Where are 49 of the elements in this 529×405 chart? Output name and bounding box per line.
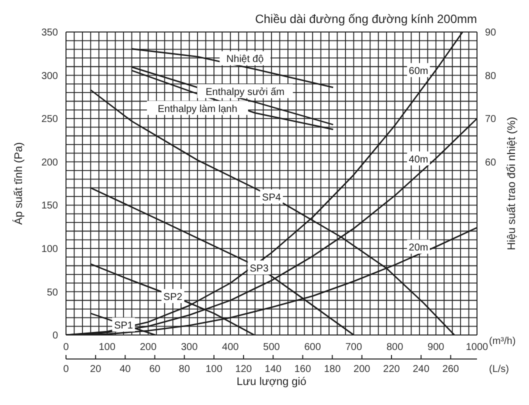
y2-tick-label: 60 bbox=[485, 157, 497, 168]
y-tick-label: 300 bbox=[41, 70, 58, 82]
x2-tick-label: 40 bbox=[120, 364, 132, 375]
x-tick-label: 600 bbox=[304, 342, 322, 354]
x-tick-label: 300 bbox=[180, 342, 198, 354]
y-tick-label: 250 bbox=[41, 114, 58, 126]
chart-title: Chiều dài đường ống đường kính 200mm bbox=[255, 12, 477, 26]
x2-tick-label: 140 bbox=[264, 364, 282, 375]
y-tick-label: 350 bbox=[41, 28, 58, 39]
x2-tick-label: 180 bbox=[324, 364, 342, 375]
series-label: Enthalpy làm lạnh bbox=[158, 104, 238, 115]
y-axis-title: Áp suất tĩnh (Pa) bbox=[12, 142, 25, 225]
x2-tick-label: 20 bbox=[90, 364, 102, 375]
x-tick-label: 900 bbox=[428, 342, 445, 354]
x2-tick-label: 240 bbox=[412, 364, 430, 375]
x2-tick-label: 0 bbox=[63, 364, 70, 375]
x-axis-title: Lưu lượng gió bbox=[236, 376, 306, 388]
x2-tick-label: 160 bbox=[294, 364, 312, 375]
y-tick-label: 100 bbox=[41, 244, 58, 255]
x-tick-label: 1000 bbox=[466, 342, 489, 354]
x2-tick-label: 220 bbox=[383, 364, 400, 375]
y-tick-label: 0 bbox=[52, 330, 58, 342]
x2-tick-label: 60 bbox=[149, 364, 161, 375]
series-label: 40m bbox=[408, 154, 428, 166]
x2-tick-label: 80 bbox=[178, 364, 190, 375]
x2-tick-label: 260 bbox=[442, 364, 460, 375]
y2-tick-label: 70 bbox=[485, 114, 497, 126]
y2-axis-title: Hiệu suất trao đổi nhiệt (%) bbox=[506, 116, 518, 250]
series-label: Nhiệt độ bbox=[226, 54, 264, 66]
y-tick-label: 200 bbox=[41, 157, 58, 168]
x-tick-label: 400 bbox=[222, 342, 240, 354]
x-tick-label: 200 bbox=[140, 342, 157, 354]
x-tick-label: 700 bbox=[345, 342, 362, 354]
x2-tick-label: 120 bbox=[235, 364, 252, 375]
series-label: Enthalpy sưởi ấm bbox=[206, 87, 284, 98]
y2-tick-label: 80 bbox=[485, 70, 497, 82]
x-tick-label: 100 bbox=[98, 342, 116, 354]
y2-tick-label: 90 bbox=[485, 28, 497, 39]
x-tick-label: 500 bbox=[263, 342, 280, 354]
x2-tick-label: 100 bbox=[206, 364, 223, 375]
y-tick-label: 50 bbox=[46, 287, 58, 298]
series-label: 60m bbox=[408, 66, 428, 78]
y-tick-label: 150 bbox=[41, 200, 58, 212]
x-tick-label: 800 bbox=[386, 342, 404, 354]
series-label: 20m bbox=[408, 242, 428, 254]
x2-axis-title: (L/s) bbox=[489, 364, 509, 375]
x2-tick-label: 200 bbox=[354, 364, 371, 375]
x-tick-label: 0 bbox=[63, 342, 70, 354]
text: (m³/h) bbox=[489, 336, 516, 347]
